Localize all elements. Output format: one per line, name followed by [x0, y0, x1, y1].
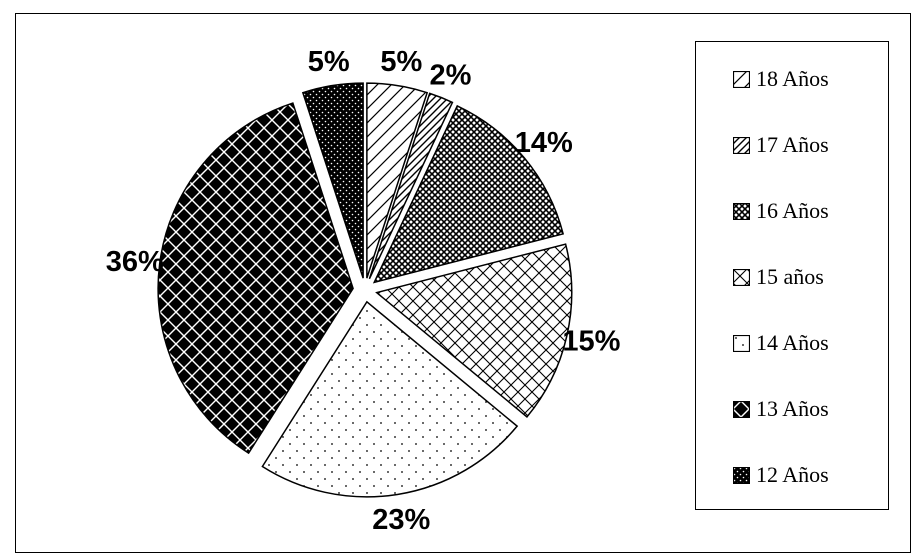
legend-label-12: 12 Años [756, 462, 829, 487]
legend: 18 Años 17 Años 16 Años 15 años 14 Años … [695, 41, 889, 510]
legend-swatch-16 [733, 202, 750, 220]
pie-slice-13-a-os [157, 102, 354, 455]
legend-label-13: 13 Años [756, 396, 829, 421]
legend-label-18: 18 Años [756, 66, 829, 91]
legend-item-12: 12 Años [696, 455, 888, 495]
slice-label-14-a-os: 23% [372, 504, 430, 536]
legend-swatch-13 [733, 400, 750, 418]
pie-slice-18-a-os [366, 82, 429, 279]
pie-slice-14-a-os [261, 300, 519, 498]
legend-item-18: 18 Años [696, 59, 888, 99]
slice-label-12-a-os: 5% [308, 46, 350, 78]
legend-item-16: 16 Años [696, 191, 888, 231]
legend-item-13: 13 Años [696, 389, 888, 429]
legend-item-15: 15 años [696, 257, 888, 297]
slice-label-15-a-os: 15% [562, 326, 620, 358]
slice-label-18-a-os: 5% [380, 46, 422, 78]
slice-label-17-a-os: 2% [429, 59, 471, 91]
legend-swatch-15 [733, 268, 750, 286]
slice-label-16-a-os: 14% [515, 127, 573, 159]
slice-label-13-a-os: 36% [106, 246, 164, 278]
pie-slice-17-a-os [368, 92, 454, 280]
pie-slice-16-a-os [372, 104, 565, 284]
legend-swatch-18 [733, 70, 750, 88]
pie-slice-15-a-os [375, 243, 573, 418]
legend-label-14: 14 Años [756, 330, 829, 355]
legend-swatch-17 [733, 136, 750, 154]
legend-label-17: 17 Años [756, 132, 829, 157]
legend-item-14: 14 Años [696, 323, 888, 363]
legend-swatch-12 [733, 466, 750, 484]
pie-slice-12-a-os [301, 82, 364, 279]
pie-chart: 5% 5% 2%14%15%23%36% [106, 46, 621, 536]
legend-swatch-14 [733, 334, 750, 352]
legend-label-15: 15 años [756, 264, 824, 289]
legend-item-17: 17 Años [696, 125, 888, 165]
legend-label-16: 16 Años [756, 198, 829, 223]
